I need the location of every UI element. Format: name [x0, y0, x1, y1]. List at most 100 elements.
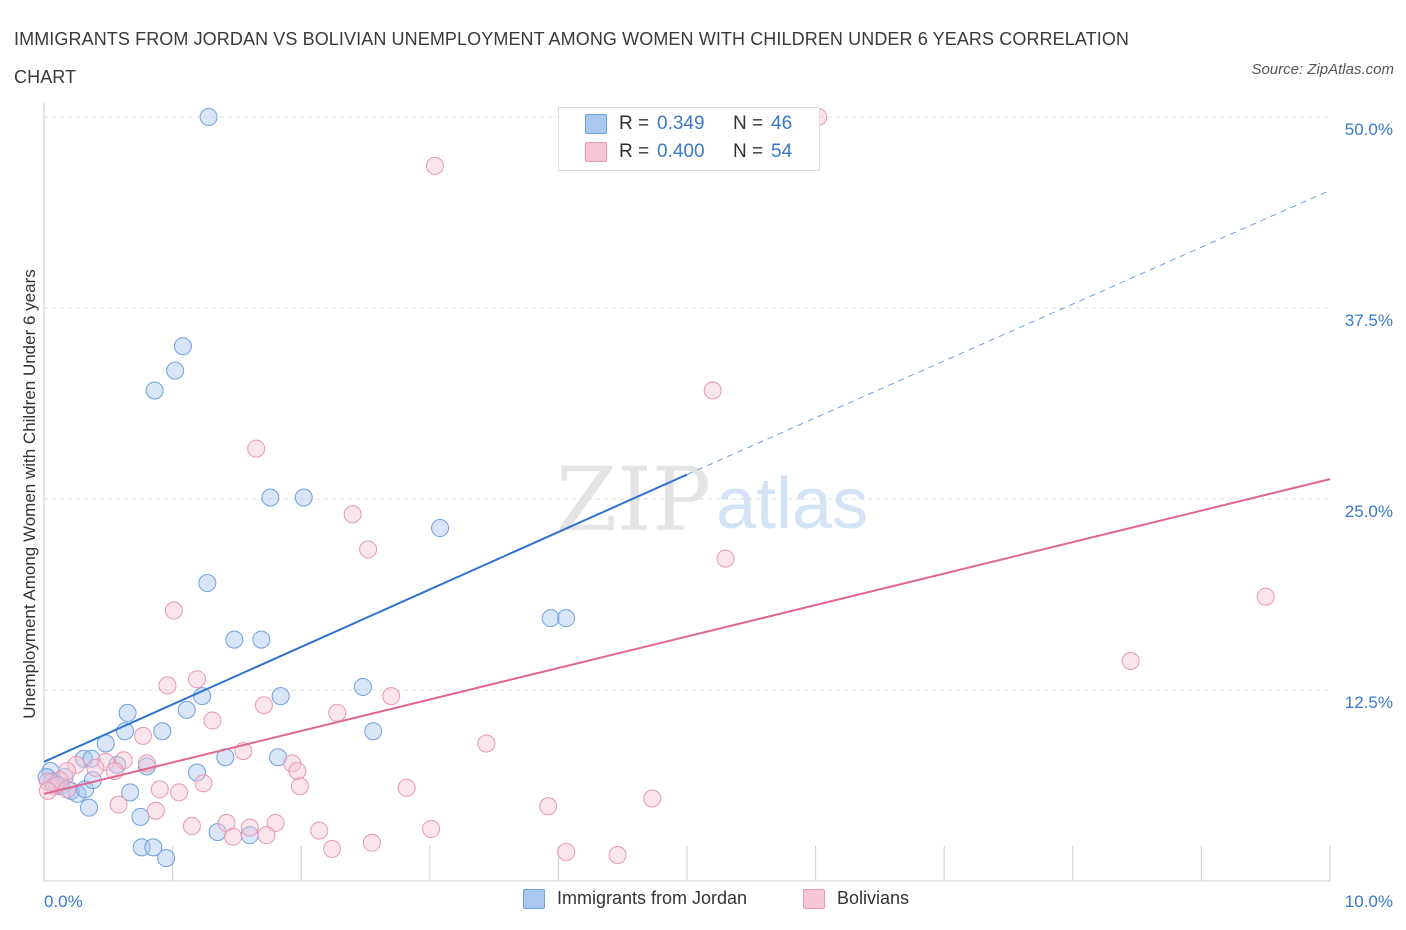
bolivians-point	[150, 780, 169, 799]
jordan-point	[166, 361, 185, 380]
x-tick-label-max: 10.0%	[1345, 892, 1393, 911]
bolivians-point	[188, 670, 207, 689]
bolivians-point	[716, 549, 735, 568]
jordan-point	[199, 108, 218, 126]
bolivians-point	[422, 820, 441, 839]
r-label: R =	[619, 141, 650, 162]
jordan-point	[173, 337, 192, 356]
bolivians-point	[224, 827, 243, 846]
n-value: 54	[771, 141, 793, 162]
bolivians-point	[290, 777, 309, 796]
jordan-swatch	[585, 114, 607, 134]
n-value: 46	[771, 113, 793, 134]
jordan-point	[261, 488, 280, 507]
bolivians-point	[109, 795, 128, 814]
n-label: N =	[733, 113, 764, 134]
legend-item-bolivians[interactable]: Bolivians	[803, 888, 909, 909]
jordan-point	[144, 838, 163, 857]
bolivians-swatch	[585, 142, 607, 162]
legend-label-jordan: Immigrants from Jordan	[557, 888, 748, 908]
bolivians-point	[38, 772, 57, 791]
jordan-point	[353, 677, 372, 696]
jordan-point	[364, 722, 383, 741]
jordan-point	[252, 630, 271, 649]
bolivians-point	[146, 801, 165, 820]
jordan-point	[145, 381, 164, 400]
jordan-trend-line	[43, 473, 688, 763]
r-value: 0.400	[657, 141, 705, 162]
bolivians-point	[182, 816, 201, 835]
bolivians-point	[58, 761, 77, 780]
bolivians-point	[1256, 587, 1275, 606]
y-axis-tick-labels: 12.5% 25.0% 37.5% 50.0%	[1345, 120, 1393, 712]
bolivians-point	[247, 439, 266, 458]
bolivians-point	[557, 842, 576, 861]
bolivians-point	[134, 726, 153, 745]
bolivians-point	[608, 846, 627, 865]
bolivians-point	[240, 818, 259, 837]
bolivians-point	[397, 778, 416, 797]
jordan-point	[541, 609, 560, 628]
r-label: R =	[619, 113, 650, 134]
x-tick-label-min: 0.0%	[44, 892, 83, 911]
bolivians-trend-line	[43, 478, 1331, 795]
bolivians-point	[266, 813, 285, 832]
bolivians-point	[425, 156, 444, 175]
jordan-point	[198, 574, 217, 593]
jordan-legend-swatch	[523, 888, 545, 909]
stats-row-bolivians: R = 0.400 N = 54	[585, 139, 792, 165]
bolivians-point	[203, 711, 222, 730]
series-jordan-points	[37, 108, 576, 868]
jordan-point	[271, 687, 290, 706]
bolivians-point	[164, 601, 183, 620]
bolivians-point	[114, 751, 133, 770]
bolivians-point	[539, 797, 558, 816]
jordan-point	[157, 849, 176, 868]
bolivians-point	[343, 505, 362, 524]
bolivians-point	[703, 381, 722, 400]
bolivians-legend-swatch	[803, 888, 825, 909]
jordan-trend-extension	[686, 189, 1331, 476]
jordan-point	[121, 783, 140, 802]
bolivians-point	[288, 761, 307, 780]
watermark-atlas: atlas	[716, 464, 868, 544]
bolivians-point	[359, 540, 378, 559]
watermark: ZIP atlas	[556, 448, 868, 551]
jordan-point	[431, 519, 450, 538]
bolivians-point	[170, 783, 189, 802]
bolivians-point	[194, 774, 213, 793]
y-tick-label: 12.5%	[1345, 693, 1393, 712]
jordan-point	[557, 609, 576, 628]
bolivians-point	[254, 696, 273, 715]
bolivians-point	[96, 752, 115, 771]
jordan-point	[82, 749, 101, 768]
bolivians-point	[257, 826, 276, 845]
jordan-point	[118, 703, 137, 722]
jordan-point	[80, 798, 99, 817]
jordan-point	[294, 488, 313, 507]
jordan-point	[225, 630, 244, 649]
jordan-point	[188, 763, 207, 782]
r-value: 0.349	[657, 113, 705, 134]
jordan-point	[131, 807, 150, 826]
jordan-point	[193, 687, 212, 706]
bolivians-point	[158, 676, 177, 695]
bolivians-point	[67, 755, 86, 774]
y-tick-label: 25.0%	[1345, 502, 1393, 521]
series-legend: Immigrants from Jordan Bolivians	[0, 888, 1406, 918]
grid-lines	[44, 116, 1330, 691]
bolivians-point	[310, 821, 329, 840]
y-tick-label: 50.0%	[1345, 120, 1393, 139]
legend-item-jordan[interactable]: Immigrants from Jordan	[523, 888, 747, 909]
jordan-point	[153, 722, 172, 741]
stats-row-jordan: R = 0.349 N = 46	[585, 111, 792, 137]
bolivians-point	[362, 833, 381, 852]
n-label: N =	[733, 141, 764, 162]
bolivians-point	[643, 789, 662, 808]
bolivians-point	[328, 703, 347, 722]
chart-source: Source: ZipAtlas.com	[1251, 61, 1394, 78]
bolivians-point	[477, 734, 496, 753]
bolivians-point	[323, 839, 342, 858]
jordan-point	[177, 700, 196, 719]
